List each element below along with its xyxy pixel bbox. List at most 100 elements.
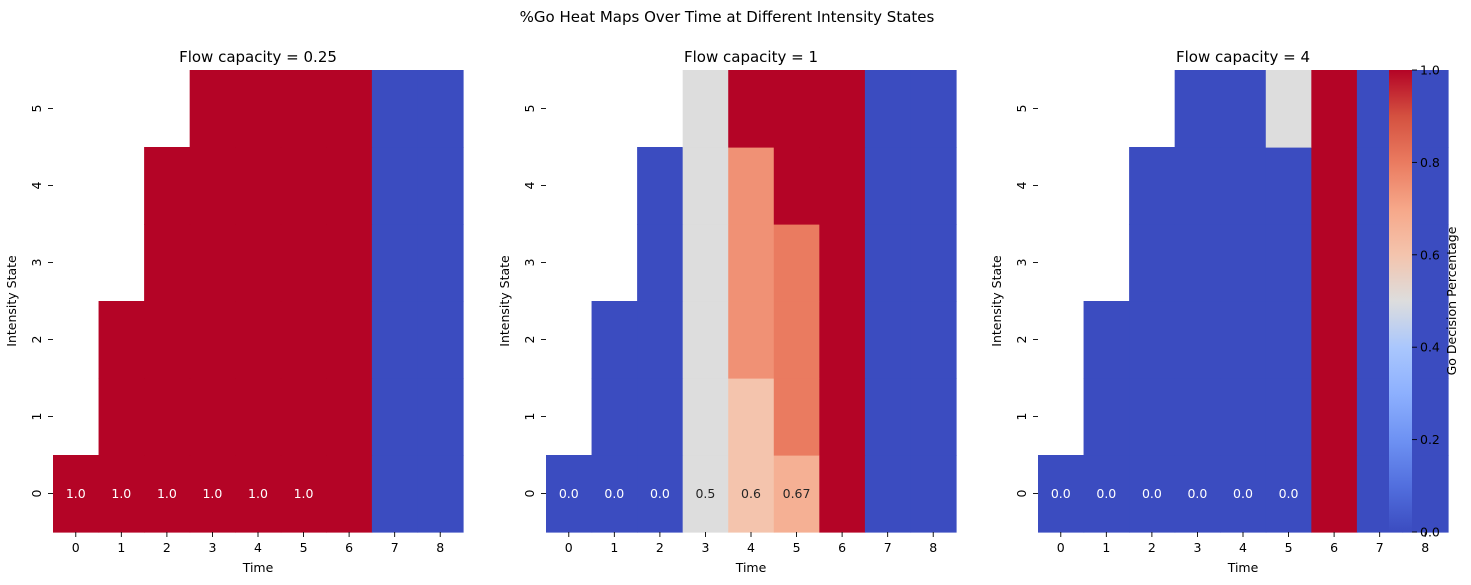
heatmap-cell	[910, 147, 957, 225]
heatmap-cell	[280, 147, 327, 225]
heatmap-cell	[773, 70, 820, 148]
heatmap-panel-2: 0.0 0.0 0.0 0.5 0.6 0.67 0 1 2 3 4 5 6 7 8 0 1 2 3 4 5 Flow c…	[497, 48, 957, 575]
x-tick-label: 3	[1193, 540, 1201, 555]
heatmap-cell	[819, 301, 866, 379]
heatmap-cell	[773, 147, 820, 225]
heatmap-cell	[1174, 224, 1221, 302]
x-tick-label: 6	[838, 540, 846, 555]
heatmap-cell	[682, 301, 729, 379]
heatmap-cell	[189, 224, 236, 302]
heatmap-cell	[417, 455, 464, 533]
heatmap-cell	[371, 378, 419, 456]
cell-annotation: 1.0	[66, 486, 86, 501]
x-tick-label: 7	[391, 540, 399, 555]
heatmap-cell	[1220, 70, 1267, 148]
cell-annotation: 0.0	[1142, 486, 1162, 501]
y-tick-label: 5	[29, 105, 44, 113]
heatmap-cell	[1129, 224, 1176, 302]
heatmap-cell	[728, 70, 775, 148]
x-tick-label: 2	[163, 540, 171, 555]
x-tick-label: 3	[208, 540, 216, 555]
x-tick-label: 1	[1102, 540, 1110, 555]
x-axis-label: Time	[242, 560, 274, 575]
y-tick-label: 1	[522, 413, 537, 421]
heatmap-cell	[728, 224, 775, 302]
heatmap-cell	[235, 301, 282, 379]
heatmap-cell	[371, 224, 419, 302]
heatmap-cell	[910, 301, 957, 379]
heatmap-cell	[235, 147, 282, 225]
heatmap-cell	[1174, 301, 1221, 379]
heatmap-cell	[910, 378, 957, 456]
heatmap-cell	[1083, 378, 1130, 456]
heatmap-cell	[728, 147, 775, 225]
heatmap-cell	[1265, 378, 1312, 456]
heatmap-cell	[326, 70, 373, 148]
y-tick-label: 0	[1014, 489, 1029, 497]
x-axis-label: Time	[735, 560, 767, 575]
x-tick-label: 8	[929, 540, 937, 555]
heatmap-cell	[1311, 455, 1358, 533]
heatmap-cell	[98, 455, 145, 533]
heatmap-cell	[773, 455, 820, 533]
y-tick-label: 4	[29, 181, 44, 189]
heatmap-cell	[682, 378, 729, 456]
cell-annotation: 0.0	[559, 486, 579, 501]
heatmap-cell	[326, 224, 373, 302]
heatmap-cell	[280, 70, 327, 148]
heatmap-cell	[417, 301, 464, 379]
x-tick-label: 7	[1376, 540, 1384, 555]
y-tick-label: 4	[522, 181, 537, 189]
y-tick-label: 3	[1014, 259, 1029, 267]
heatmap-cell	[591, 378, 638, 456]
heatmap-cell	[682, 224, 729, 302]
heatmap-cell	[728, 301, 775, 379]
y-tick-label: 2	[522, 336, 537, 344]
heatmap-cell	[910, 224, 957, 302]
heatmap-cell	[773, 224, 820, 302]
heatmap-cell	[98, 301, 145, 379]
x-tick-label: 4	[1239, 540, 1247, 555]
cell-annotation: 1.0	[111, 486, 131, 501]
heatmap-cell	[1311, 301, 1358, 379]
heatmap-cell	[1083, 455, 1130, 533]
x-tick-label: 1	[117, 540, 125, 555]
heatmap-cell	[189, 455, 236, 533]
heatmap-cell	[53, 455, 100, 533]
heatmap-cell	[1311, 378, 1358, 456]
heatmap-cell	[773, 378, 820, 456]
heatmap-cell	[280, 378, 327, 456]
heatmap-cell	[235, 378, 282, 456]
heatmap-cell	[591, 455, 638, 533]
x-tick-label: 4	[747, 540, 755, 555]
heatmap-cell	[189, 378, 236, 456]
cell-annotation: 0.0	[1096, 486, 1116, 501]
heatmap-cell	[546, 455, 593, 533]
heatmap-cell	[326, 147, 373, 225]
heatmap-cell	[819, 147, 866, 225]
cell-annotation: 1.0	[294, 486, 314, 501]
cell-annotation: 0.0	[604, 486, 624, 501]
heatmap-cell	[189, 147, 236, 225]
heatmap-cell	[326, 455, 373, 533]
heatmap-cell	[1220, 147, 1267, 225]
y-tick-label: 3	[29, 259, 44, 267]
heatmap-cell	[144, 378, 191, 456]
heatmap-cell	[371, 147, 419, 225]
y-tick-label: 2	[29, 336, 44, 344]
x-tick-label: 3	[701, 540, 709, 555]
cell-annotation: 1.0	[202, 486, 222, 501]
y-tick-label: 1	[1014, 413, 1029, 421]
x-tick-label: 8	[436, 540, 444, 555]
heatmap-cell	[417, 224, 464, 302]
heatmap-cell	[1129, 378, 1176, 456]
x-tick-label: 4	[254, 540, 262, 555]
x-tick-label: 0	[72, 540, 80, 555]
heatmap-cell	[326, 378, 373, 456]
heatmap-cell	[371, 455, 419, 533]
heatmap-cell	[189, 301, 236, 379]
heatmap-cell	[144, 147, 191, 225]
heatmap-cell	[1220, 224, 1267, 302]
x-tick-label: 6	[1330, 540, 1338, 555]
